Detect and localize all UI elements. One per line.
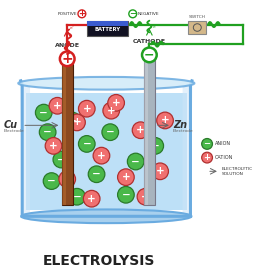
Text: CATHODE: CATHODE bbox=[133, 39, 166, 44]
Text: +: + bbox=[204, 153, 211, 162]
Bar bbox=[188, 21, 206, 34]
Text: +: + bbox=[82, 104, 91, 114]
Circle shape bbox=[202, 152, 212, 163]
Circle shape bbox=[88, 166, 105, 183]
Text: +: + bbox=[63, 174, 72, 184]
Text: ANION: ANION bbox=[215, 141, 231, 146]
Circle shape bbox=[118, 169, 134, 185]
Circle shape bbox=[79, 136, 95, 152]
Bar bbox=[145, 60, 148, 205]
Text: NEGATIVE: NEGATIVE bbox=[138, 12, 159, 16]
Text: +: + bbox=[61, 52, 73, 66]
Bar bbox=[87, 21, 128, 36]
Circle shape bbox=[108, 95, 125, 111]
Text: −: − bbox=[57, 155, 66, 165]
Circle shape bbox=[93, 147, 110, 164]
Text: ELECTROLYSIS: ELECTROLYSIS bbox=[42, 254, 155, 268]
Text: −: − bbox=[68, 115, 76, 125]
Circle shape bbox=[132, 122, 149, 139]
Circle shape bbox=[78, 10, 86, 18]
Text: ANODE: ANODE bbox=[55, 43, 80, 48]
Text: +: + bbox=[49, 141, 58, 151]
Text: CATION: CATION bbox=[215, 155, 233, 160]
Text: −: − bbox=[47, 176, 56, 186]
Text: +: + bbox=[121, 172, 130, 182]
Circle shape bbox=[129, 10, 137, 18]
Circle shape bbox=[39, 124, 56, 141]
Text: +: + bbox=[53, 101, 62, 111]
Text: −: − bbox=[39, 108, 48, 118]
Bar bbox=[145, 60, 155, 205]
Text: SWITCH: SWITCH bbox=[189, 15, 206, 19]
Text: +: + bbox=[112, 98, 120, 108]
Text: +: + bbox=[78, 9, 85, 18]
Text: ELECTROLYTIC
SOLUTION: ELECTROLYTIC SOLUTION bbox=[222, 167, 253, 176]
Circle shape bbox=[53, 151, 70, 168]
Text: −: − bbox=[73, 192, 81, 202]
Text: +: + bbox=[107, 106, 116, 116]
Circle shape bbox=[69, 188, 85, 205]
Polygon shape bbox=[183, 79, 192, 216]
Text: +: + bbox=[87, 194, 96, 204]
Circle shape bbox=[43, 173, 60, 189]
Text: −: − bbox=[43, 127, 52, 137]
Text: BATTERY: BATTERY bbox=[94, 27, 120, 32]
Text: +: + bbox=[141, 192, 150, 202]
Text: Electrode: Electrode bbox=[4, 129, 24, 133]
Bar bbox=[62, 64, 73, 205]
Text: +: + bbox=[161, 115, 170, 125]
Text: +: + bbox=[97, 151, 106, 161]
Text: −: − bbox=[106, 127, 115, 137]
Ellipse shape bbox=[21, 209, 191, 223]
Circle shape bbox=[64, 112, 80, 129]
Polygon shape bbox=[20, 79, 30, 216]
Ellipse shape bbox=[18, 77, 194, 90]
Circle shape bbox=[103, 102, 120, 119]
Text: +: + bbox=[73, 117, 81, 127]
Text: +: + bbox=[136, 125, 145, 135]
Text: Electrode: Electrode bbox=[173, 129, 194, 133]
Circle shape bbox=[45, 137, 62, 154]
Circle shape bbox=[118, 186, 134, 203]
Circle shape bbox=[147, 137, 164, 154]
Text: POSITIVE: POSITIVE bbox=[57, 12, 77, 16]
Text: −: − bbox=[92, 169, 101, 179]
Circle shape bbox=[59, 171, 75, 187]
Circle shape bbox=[69, 114, 85, 131]
Circle shape bbox=[142, 48, 157, 62]
Text: −: − bbox=[204, 139, 211, 148]
Text: −: − bbox=[151, 141, 160, 151]
Circle shape bbox=[35, 104, 52, 121]
Text: −: − bbox=[144, 48, 155, 61]
Text: e⁻: e⁻ bbox=[152, 25, 157, 29]
Text: Cu: Cu bbox=[4, 120, 18, 130]
Circle shape bbox=[152, 163, 168, 179]
Bar bbox=[62, 64, 66, 205]
Text: Zn: Zn bbox=[173, 120, 187, 130]
Text: −: − bbox=[121, 190, 130, 200]
Bar bbox=[87, 21, 128, 25]
Circle shape bbox=[157, 112, 173, 129]
Circle shape bbox=[137, 188, 154, 205]
Circle shape bbox=[202, 139, 212, 149]
Text: +: + bbox=[156, 166, 165, 176]
Circle shape bbox=[83, 190, 100, 207]
Text: e⁻: e⁻ bbox=[70, 27, 75, 31]
Circle shape bbox=[60, 52, 75, 66]
Polygon shape bbox=[26, 93, 186, 211]
Circle shape bbox=[79, 101, 95, 117]
Circle shape bbox=[127, 153, 144, 170]
Text: −: − bbox=[131, 157, 140, 167]
Text: −: − bbox=[82, 139, 91, 149]
Circle shape bbox=[49, 97, 66, 114]
Circle shape bbox=[102, 124, 119, 141]
Text: −: − bbox=[129, 9, 136, 18]
